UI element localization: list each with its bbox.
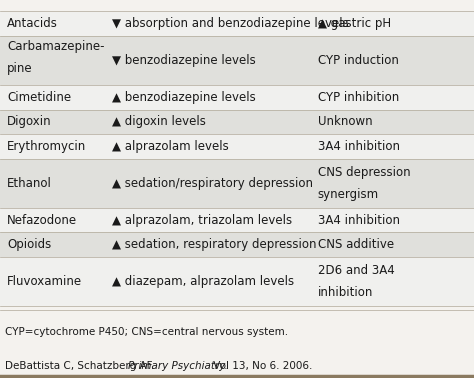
Text: ▲ alprazolam levels: ▲ alprazolam levels	[112, 140, 229, 153]
Bar	[0, 134, 474, 159]
Text: ▲ digoxin levels: ▲ digoxin levels	[112, 115, 206, 129]
Text: Nefazodone: Nefazodone	[7, 214, 77, 227]
Text: Fluvoxamine: Fluvoxamine	[7, 275, 82, 288]
Text: Cimetidine: Cimetidine	[7, 91, 71, 104]
Text: Unknown: Unknown	[318, 115, 372, 129]
Text: ▲ benzodiazepine levels: ▲ benzodiazepine levels	[112, 91, 256, 104]
Text: Carbamazepine-: Carbamazepine-	[7, 40, 105, 53]
Text: ▲ sedation, respiratory depression: ▲ sedation, respiratory depression	[112, 238, 317, 251]
Text: CYP induction: CYP induction	[318, 54, 399, 67]
Text: 3A4 inhibition: 3A4 inhibition	[318, 214, 400, 227]
Text: CYP inhibition: CYP inhibition	[318, 91, 399, 104]
Bar	[0, 110, 474, 134]
Bar	[0, 208, 474, 232]
Text: Antacids: Antacids	[7, 17, 58, 30]
Text: CNS additive: CNS additive	[318, 238, 394, 251]
Bar	[0, 85, 474, 110]
Text: pine: pine	[7, 62, 33, 75]
Text: Vol 13, No 6. 2006.: Vol 13, No 6. 2006.	[210, 361, 312, 371]
Text: 2D6 and 3A4: 2D6 and 3A4	[318, 264, 394, 277]
Text: ▼ benzodiazepine levels: ▼ benzodiazepine levels	[112, 54, 256, 67]
Text: 3A4 inhibition: 3A4 inhibition	[318, 140, 400, 153]
Text: ▲ gastric pH: ▲ gastric pH	[318, 17, 391, 30]
Text: Digoxin: Digoxin	[7, 115, 52, 129]
Text: CNS depression: CNS depression	[318, 166, 410, 179]
Text: Opioids: Opioids	[7, 238, 51, 251]
Bar	[0, 159, 474, 208]
Text: DeBattista C, Schatzberg AF.: DeBattista C, Schatzberg AF.	[5, 361, 157, 371]
Text: Erythromycin: Erythromycin	[7, 140, 86, 153]
Text: ▲ sedation/respiratory depression: ▲ sedation/respiratory depression	[112, 177, 313, 190]
Text: inhibition: inhibition	[318, 286, 373, 299]
Text: Ethanol: Ethanol	[7, 177, 52, 190]
Text: synergism: synergism	[318, 187, 379, 201]
Bar	[0, 232, 474, 257]
Text: ▲ diazepam, alprazolam levels: ▲ diazepam, alprazolam levels	[112, 275, 294, 288]
Bar	[0, 11, 474, 36]
Text: Primary Psychiatry.: Primary Psychiatry.	[128, 361, 228, 371]
Text: ▼ absorption and benzodiazepine levels: ▼ absorption and benzodiazepine levels	[112, 17, 349, 30]
Text: ▲ alprazolam, triazolam levels: ▲ alprazolam, triazolam levels	[112, 214, 292, 227]
Bar	[0, 36, 474, 85]
Text: CYP=cytochrome P450; CNS=central nervous system.: CYP=cytochrome P450; CNS=central nervous…	[5, 327, 288, 337]
Bar	[0, 257, 474, 306]
